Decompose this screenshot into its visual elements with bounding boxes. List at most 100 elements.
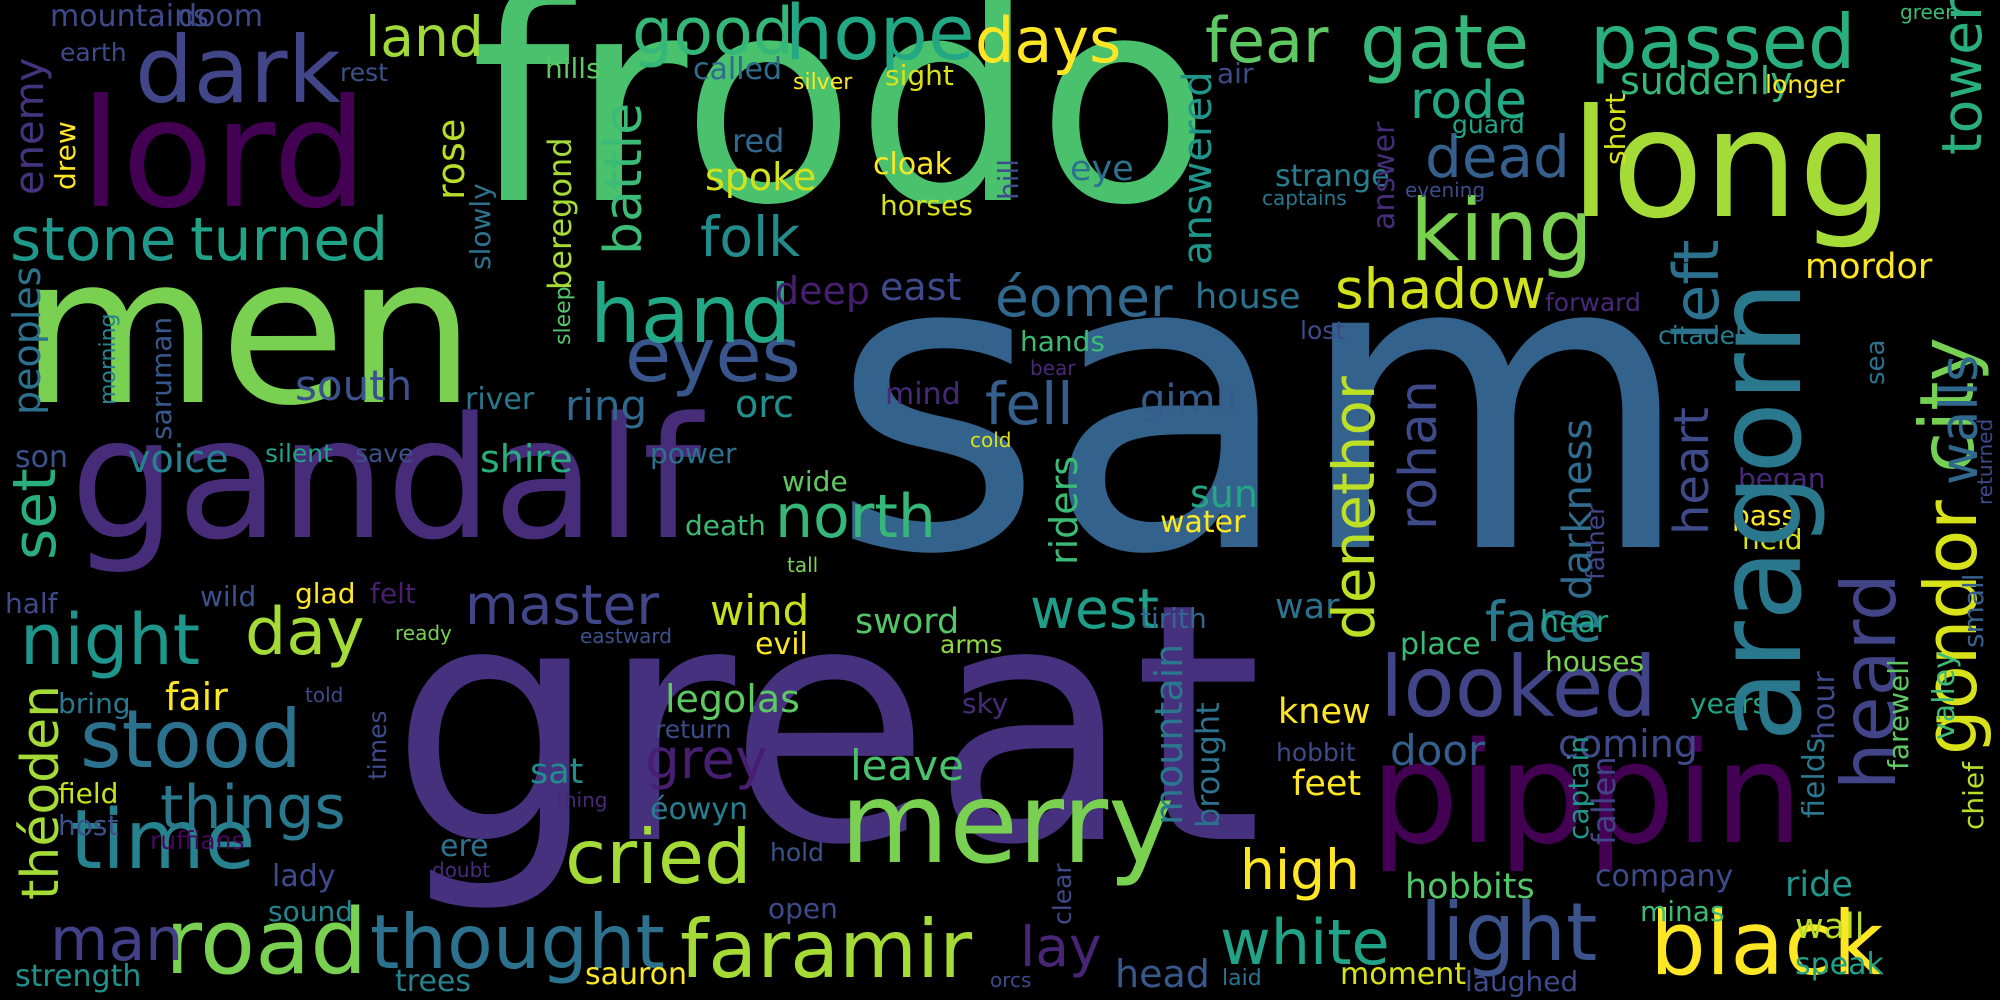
word-round: red	[732, 122, 785, 160]
word-horse: morning	[96, 313, 121, 405]
word-passed: passed	[1590, 0, 1856, 86]
word-riders: riders	[1042, 455, 1086, 565]
word-company: company	[1595, 859, 1734, 894]
word-orcs: sky	[962, 687, 1009, 720]
word-deep: deep	[775, 269, 870, 313]
word-theoden: théoden	[11, 684, 71, 900]
word-longer: forward	[1545, 288, 1641, 317]
word-eowyn: enemy	[7, 57, 53, 195]
word-eastward: eastward	[580, 624, 673, 648]
word-mountain: mountain	[1147, 643, 1191, 825]
word-west: west	[1030, 577, 1160, 641]
word-land: land	[365, 5, 484, 69]
word-strange: evening	[1405, 178, 1486, 202]
word-sam: sam	[830, 166, 1695, 644]
word-water: water	[1160, 505, 1246, 540]
word-open: thing	[556, 788, 608, 812]
word-stood: stood	[80, 693, 302, 786]
word-place: place	[1400, 627, 1481, 662]
word-heart: heart	[1664, 407, 1720, 535]
word-night: night	[20, 599, 201, 681]
word-sleep: drew	[49, 121, 82, 190]
word-answered: answered	[1175, 71, 1221, 265]
word-slowly: doom	[178, 0, 263, 34]
word-war: war	[1275, 587, 1340, 627]
word-laughed: orcs	[990, 968, 1032, 992]
word-door: door	[1390, 726, 1486, 775]
word-air: strange	[1275, 159, 1390, 194]
word-power: save	[355, 439, 414, 468]
word-hands: hands	[1020, 325, 1106, 358]
word-gate: gate	[1360, 0, 1530, 86]
word-hills: called	[693, 52, 783, 87]
word-drew: mountains	[50, 0, 209, 34]
word-man: man	[50, 905, 184, 975]
word-east: east	[880, 265, 962, 309]
word-dead: dead	[1425, 123, 1570, 191]
word-eye: horses	[880, 189, 973, 222]
word-forward: citadel	[1658, 321, 1743, 350]
word-eomer: éomer	[995, 265, 1173, 329]
word-denethor: denethor	[1320, 376, 1388, 640]
word-lay: lay	[1020, 915, 1102, 979]
word-wall: wall	[1795, 907, 1865, 947]
word-clear: open	[768, 892, 838, 925]
word-mountains: rest	[340, 58, 388, 87]
word-lady: lady	[272, 859, 336, 894]
word-gimli: gimli	[1140, 377, 1238, 423]
word-houses: houses	[1545, 645, 1645, 678]
word-times: told	[305, 683, 344, 707]
word-tirith: tirith	[1140, 602, 1207, 635]
word-wide: power	[650, 437, 737, 470]
word-things: things	[160, 773, 346, 843]
word-ruffians: ruffians	[150, 826, 245, 855]
word-wild: wild	[200, 580, 257, 613]
word-doubt: doubt	[432, 858, 491, 882]
word-green: longer	[1765, 70, 1845, 99]
word-returned: returned	[1973, 418, 1997, 505]
word-lord: lord	[80, 68, 368, 242]
word-hobbit: laid	[1222, 966, 1262, 991]
word-valley: valley	[1927, 650, 1962, 740]
word-days: days	[975, 4, 1122, 77]
word-time: time	[70, 793, 256, 888]
word-black: black	[1650, 892, 1884, 995]
word-field: field	[58, 777, 119, 810]
word-mordor: mordor	[1805, 247, 1933, 287]
word-spoke: spoke	[705, 155, 817, 199]
word-feet: feet	[1292, 764, 1362, 804]
word-began: began	[1738, 462, 1826, 495]
word-shadow: shadow	[1335, 257, 1546, 321]
word-strength: strength	[15, 959, 142, 994]
word-doom: earth	[60, 38, 127, 67]
word-farewell: farewell	[1882, 659, 1915, 770]
word-silver: sight	[885, 59, 954, 92]
word-river: saruman	[145, 316, 178, 440]
word-legolas: éowyn	[650, 792, 749, 827]
word-saruman: sleep	[551, 286, 576, 345]
word-mind: mind	[885, 377, 961, 412]
word-pass: pass	[1732, 499, 1797, 532]
word-face: face	[1485, 590, 1603, 654]
word-shire: shire	[480, 437, 573, 481]
word-morning: slowly	[464, 183, 497, 270]
word-trees: trees	[395, 964, 471, 999]
word-sight: captains	[1262, 186, 1347, 210]
word-laid: clear	[1048, 863, 1077, 925]
word-high: high	[1240, 838, 1360, 902]
word-merry: merry	[840, 759, 1175, 889]
word-guard: short	[1599, 93, 1632, 165]
word-left: left	[1660, 239, 1733, 340]
word-orc: orc	[735, 382, 794, 426]
word-hill: cloak	[873, 147, 952, 182]
word-father: father	[1581, 504, 1610, 580]
word-captains: answer	[1367, 121, 1402, 230]
word-red: eye	[1070, 149, 1134, 189]
word-knew: knew	[1278, 692, 1371, 732]
word-short: lost	[1300, 316, 1346, 345]
word-pippin: pippin	[1370, 713, 1804, 876]
word-tall: death	[685, 509, 766, 542]
word-speak: speak	[1795, 947, 1884, 982]
word-minas: minas	[1640, 895, 1725, 928]
word-tower: tower	[1930, 0, 1994, 155]
